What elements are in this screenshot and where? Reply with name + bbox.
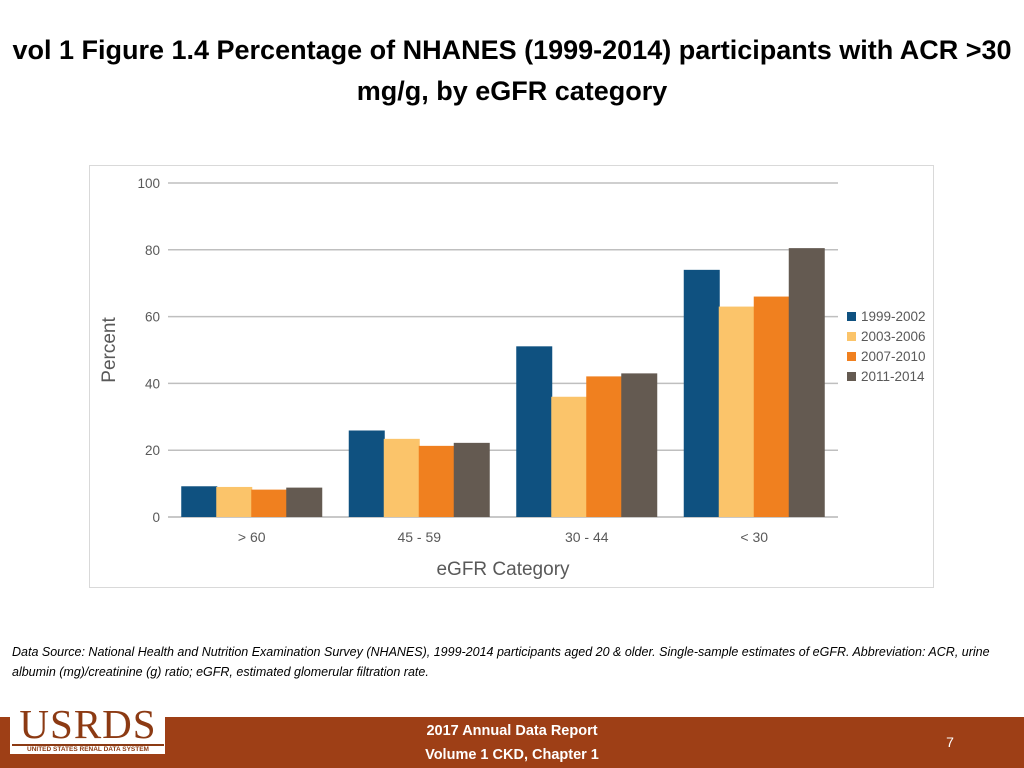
y-tick-label: 40 — [145, 376, 160, 391]
logo-subtext: UNITED STATES RENAL DATA SYSTEM — [27, 746, 149, 753]
y-tick-label: 100 — [137, 176, 160, 191]
bar — [286, 487, 323, 517]
usrds-logo: USRDS UNITED STATES RENAL DATA SYSTEM — [10, 703, 165, 754]
footer-bar — [0, 717, 1024, 768]
report-volume: Volume 1 CKD, Chapter 1 — [425, 747, 599, 763]
report-info: 2017 Annual Data Report Volume 1 CKD, Ch… — [362, 719, 662, 767]
x-tick-label: 30 - 44 — [565, 529, 609, 545]
bar — [251, 489, 288, 517]
bar — [453, 442, 490, 517]
chart-frame: 0 20 40 60 80 100 > 60 45 - 59 30 - 44 < 30 eGFR C… — [89, 165, 934, 588]
slide-title: vol 1 Figure 1.4 Percentage of NHANES (1… — [12, 35, 1012, 106]
bar — [621, 373, 658, 517]
x-tick-label: < 30 — [740, 529, 768, 545]
legend-swatch — [847, 312, 856, 321]
y-axis-title: Percent — [99, 317, 120, 383]
bar — [788, 248, 825, 517]
bar — [586, 376, 623, 517]
legend-label: 2003-2006 — [861, 329, 926, 344]
report-title: 2017 Annual Data Report — [426, 723, 598, 739]
bar-chart: 0 20 40 60 80 100 > 60 45 - 59 30 - 44 < 30 eGFR C… — [99, 176, 926, 580]
bar — [551, 396, 588, 517]
bar — [383, 438, 420, 517]
y-tick-label: 0 — [152, 510, 160, 525]
y-tick-label: 80 — [145, 243, 160, 258]
logo-rule — [12, 744, 164, 746]
logo-wordmark: USRDS — [19, 701, 157, 747]
bar — [718, 306, 755, 517]
y-tick-label: 20 — [145, 443, 160, 458]
page-number: 7 — [946, 734, 954, 750]
legend-swatch — [847, 352, 856, 361]
bar — [216, 486, 253, 517]
bar — [418, 445, 455, 517]
legend-label: 2007-2010 — [861, 349, 926, 364]
bar — [516, 346, 553, 517]
y-tick-label: 60 — [145, 310, 160, 325]
bar — [181, 486, 218, 517]
x-axis-title: eGFR Category — [436, 559, 570, 580]
bar — [753, 296, 790, 517]
legend-label: 1999-2002 — [861, 309, 926, 324]
bar — [683, 269, 720, 517]
x-tick-label: > 60 — [238, 529, 266, 545]
legend-label: 2011-2014 — [861, 369, 925, 384]
legend-swatch — [847, 372, 856, 381]
x-tick-label: 45 - 59 — [397, 529, 441, 545]
legend-swatch — [847, 332, 856, 341]
data-source-footnote: Data Source: National Health and Nutriti… — [12, 645, 990, 679]
bar — [348, 430, 385, 517]
